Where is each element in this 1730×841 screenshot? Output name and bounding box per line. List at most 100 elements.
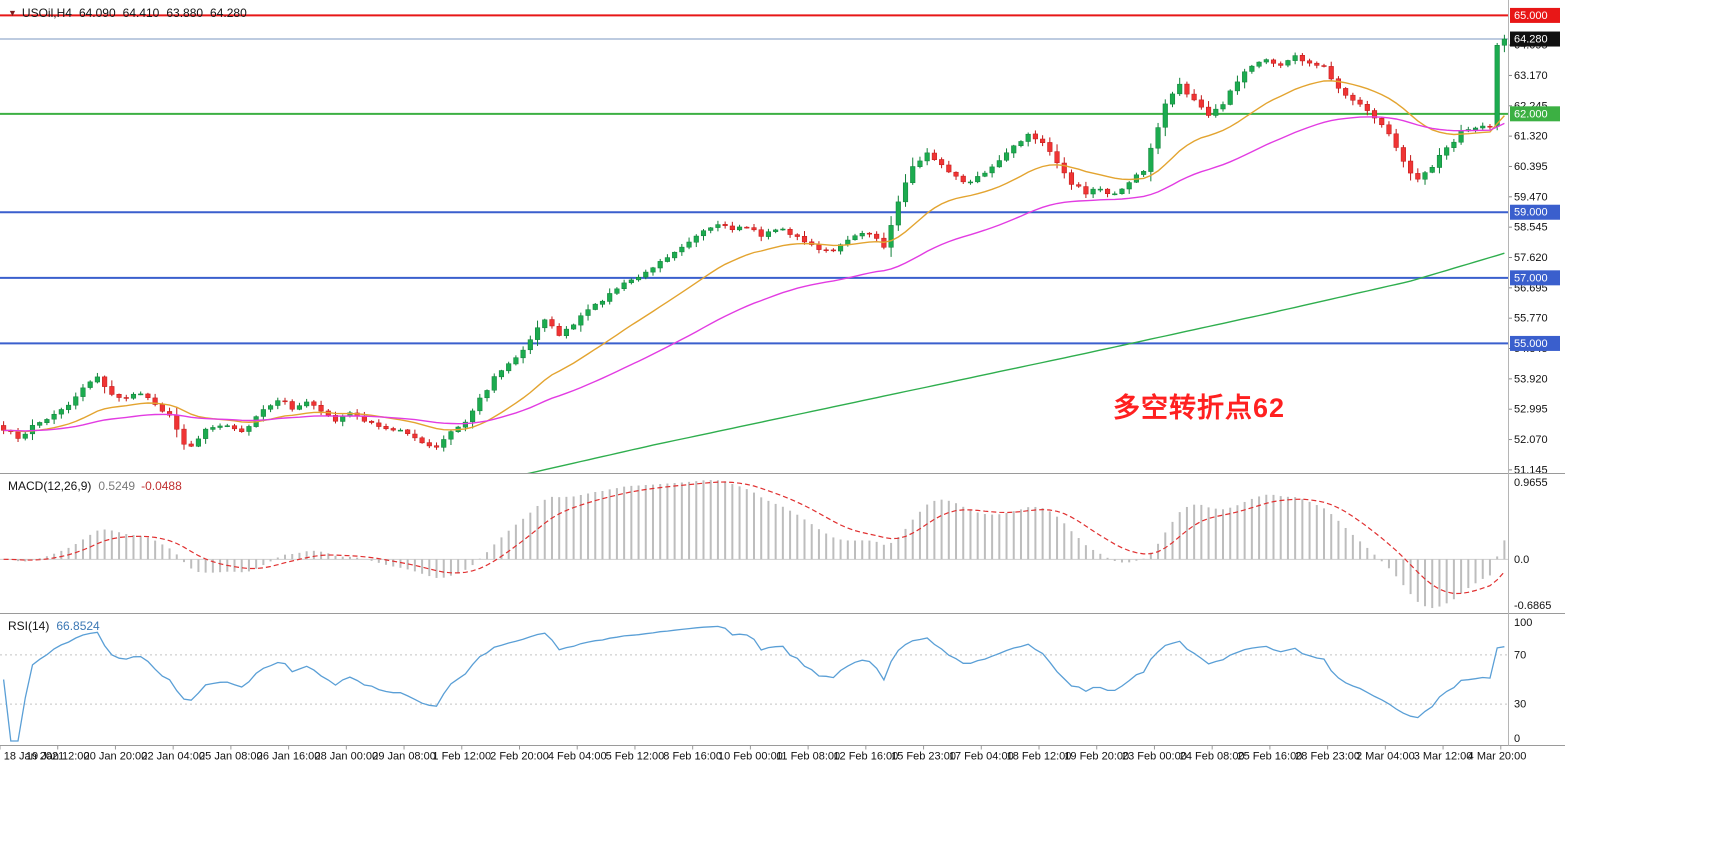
candle-body [1314, 62, 1320, 66]
candle-body [780, 228, 786, 231]
time-axis-label[interactable]: 22 Jan 04:00 [141, 751, 205, 763]
candle-body [73, 396, 79, 406]
candle-body [470, 410, 476, 423]
symbol-dropdown-icon[interactable]: ▼ [8, 8, 17, 18]
candle-body [715, 224, 721, 228]
candle-body [816, 244, 822, 250]
macd-main-value: 0.5249 [98, 479, 136, 493]
time-axis-label[interactable]: 24 Feb 08:00 [1180, 751, 1245, 763]
candle-body [1220, 104, 1226, 110]
time-axis-label[interactable]: 4 Feb 04:00 [548, 751, 607, 763]
time-axis-label[interactable]: 8 Feb 16:00 [663, 751, 722, 763]
time-axis-label[interactable]: 11 Feb 08:00 [776, 751, 840, 763]
candle-body [1422, 172, 1428, 180]
candle-body [910, 166, 916, 184]
price-axis-label: 52.070 [1514, 434, 1548, 446]
price-badge-label: 55.000 [1514, 338, 1548, 350]
candle-body [1451, 141, 1457, 148]
candle-body [744, 226, 750, 229]
time-axis-label[interactable]: 19 Feb 20:00 [1064, 751, 1129, 763]
time-axis-label[interactable]: 12 Feb 16:00 [833, 751, 898, 763]
candle-body [44, 419, 50, 424]
candle-body [174, 415, 180, 430]
price-axis-label: 55.770 [1514, 313, 1548, 325]
candle-body [1436, 154, 1443, 168]
price-axis-label: 56.695 [1514, 282, 1548, 294]
time-axis-label[interactable]: 2 Mar 04:00 [1356, 751, 1415, 763]
price-badge-label: 64.280 [1514, 34, 1548, 46]
candle-body [989, 166, 995, 174]
candle-body [130, 393, 137, 399]
time-axis-label[interactable]: 15 Feb 23:00 [891, 751, 956, 763]
candle-body [1061, 162, 1067, 174]
chart-annotation-text[interactable]: 多空转折点62 [1113, 393, 1286, 423]
price-badge [1510, 204, 1560, 220]
ohlc-low-value: 63.880 [166, 6, 204, 20]
candle-body [412, 433, 418, 439]
price-badge-label: 59.000 [1514, 207, 1548, 219]
candle-body [477, 397, 483, 412]
macd-scale-min: -0.6865 [1514, 600, 1551, 612]
candle-body [1350, 94, 1356, 101]
candle-body [1307, 60, 1313, 64]
time-axis-label[interactable]: 10 Feb 00:00 [718, 751, 783, 763]
price-badge [1510, 270, 1560, 286]
time-axis-label[interactable]: 4 Mar 20:00 [1468, 751, 1527, 763]
time-axis-label[interactable]: 18 Jan 2021 [4, 751, 65, 763]
price-axis-label: 52.995 [1514, 404, 1548, 416]
time-axis-label[interactable]: 3 Mar 12:00 [1414, 751, 1473, 763]
candle-body [37, 422, 43, 426]
candle-body [1379, 118, 1385, 126]
candle-body [1472, 127, 1479, 131]
time-axis-label[interactable]: 28 Jan 00:00 [315, 751, 379, 763]
candle-body [246, 426, 252, 432]
candle-body [1285, 60, 1291, 66]
candle-body [1148, 147, 1154, 172]
macd-signal-line [3, 481, 1505, 595]
candle-body [397, 429, 403, 432]
candle-body [672, 251, 678, 259]
time-axis-label[interactable]: 29 Jan 08:00 [372, 751, 436, 763]
candle-body [268, 405, 274, 410]
candle-body [1018, 141, 1024, 147]
time-axis-label[interactable]: 28 Feb 23:00 [1295, 751, 1360, 763]
candle-body [917, 160, 923, 167]
candle-body [1068, 172, 1075, 185]
candle-body [823, 249, 829, 252]
time-axis-label[interactable]: 19 Jan 12:00 [26, 751, 90, 763]
candle-body [693, 235, 699, 243]
candle-body [195, 438, 201, 447]
macd-panel: 0.9655 0.0 -0.6865 [0, 477, 1551, 612]
candle-body [773, 229, 779, 232]
candle-body [664, 257, 670, 262]
candle-body [484, 390, 490, 399]
time-axis-label[interactable]: 23 Feb 00:00 [1122, 751, 1187, 763]
candle-body [15, 431, 21, 439]
time-axis-label[interactable]: 2 Feb 20:00 [490, 751, 549, 763]
candle-body [1278, 63, 1284, 66]
time-axis-label[interactable]: 25 Feb 16:00 [1237, 751, 1302, 763]
candle-body [51, 413, 57, 420]
candle-body [542, 319, 548, 329]
price-badge [1510, 31, 1560, 47]
candle-body [1162, 103, 1168, 128]
time-axis-label[interactable]: 18 Feb 12:00 [1007, 751, 1072, 763]
time-axis-label[interactable]: 25 Jan 08:00 [199, 751, 263, 763]
candle-body [506, 363, 512, 372]
candle-body [29, 425, 36, 435]
candle-body [708, 227, 714, 231]
candle-body [1487, 125, 1493, 128]
time-axis-label[interactable]: 1 Feb 12:00 [432, 751, 491, 763]
candle-body [1393, 133, 1399, 148]
time-axis-label[interactable]: 26 Jan 16:00 [257, 751, 321, 763]
time-axis-label[interactable]: 20 Jan 20:00 [84, 751, 148, 763]
candle-body [787, 229, 793, 235]
macd-signal-value: -0.0488 [141, 479, 182, 493]
candle-body [686, 241, 692, 248]
time-axis-label[interactable]: 5 Feb 12:00 [606, 751, 665, 763]
candle-body [462, 421, 468, 428]
candle-body [304, 401, 310, 407]
rsi-panel: 100 70 30 0 [0, 617, 1532, 745]
time-axis-label[interactable]: 17 Feb 04:00 [949, 751, 1014, 763]
